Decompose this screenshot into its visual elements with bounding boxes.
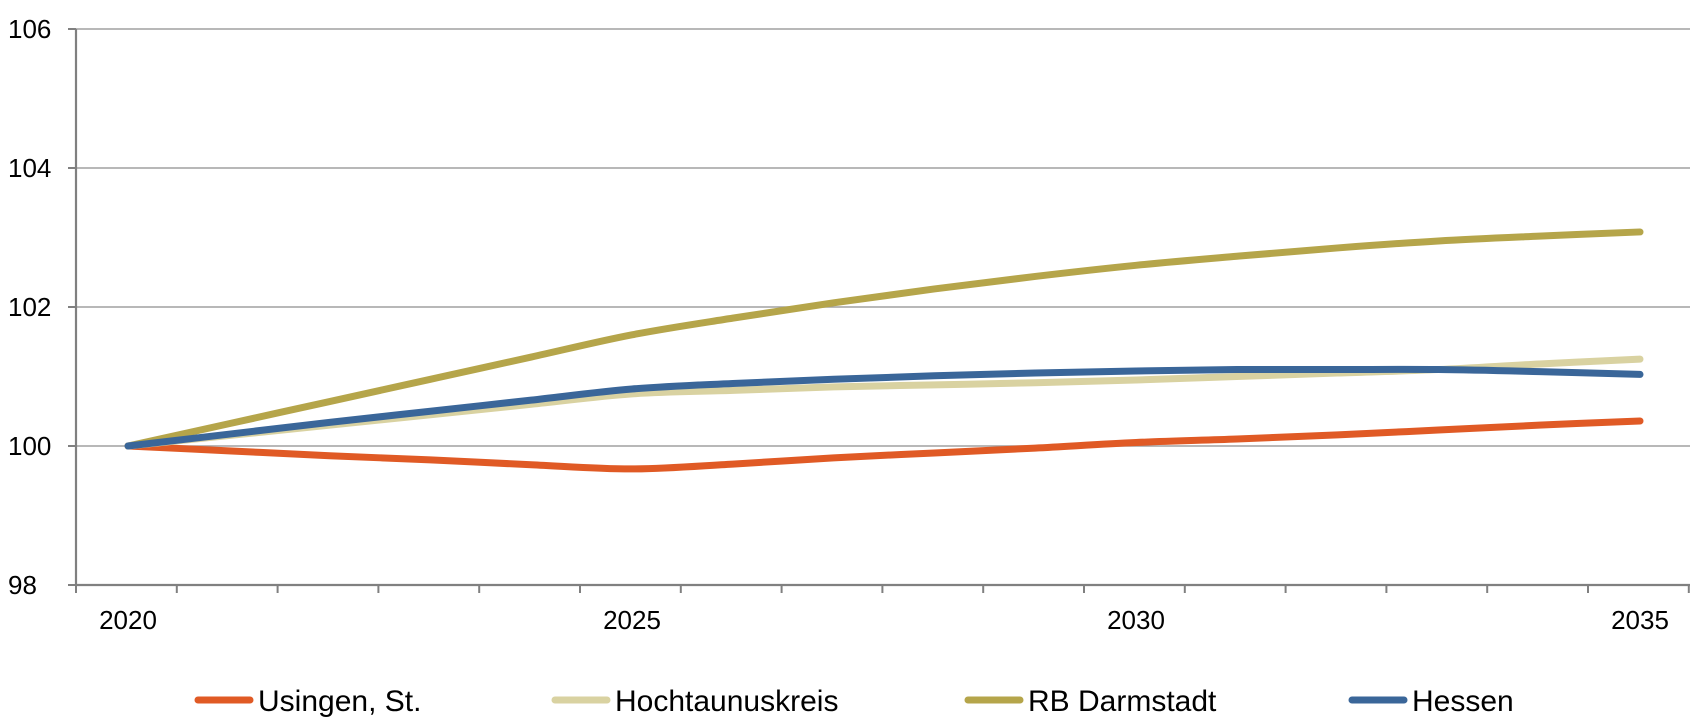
legend-item-hochtaunuskreis: Hochtaunuskreis	[551, 685, 838, 718]
legend-label: RB Darmstadt	[1028, 685, 1217, 718]
series-lines	[124, 228, 1644, 473]
x-tick-label: 2020	[99, 605, 157, 635]
legend-label: Hochtaunuskreis	[615, 685, 838, 718]
y-tick-label: 104	[8, 153, 51, 183]
axes: 98 100 102 104 106 2020 2025 2030 2035	[8, 14, 1690, 635]
x-tick-label: 2025	[603, 605, 661, 635]
legend-label: Usingen, St.	[258, 685, 421, 718]
y-tick-label: 106	[8, 14, 51, 44]
y-tick-label: 102	[8, 292, 51, 322]
series-line-usingen-st	[124, 417, 1644, 473]
series-line-hessen	[124, 365, 1644, 450]
y-tick-label: 98	[8, 570, 37, 600]
legend-item-rb-darmstadt: RB Darmstadt	[964, 685, 1217, 718]
legend-label: Hessen	[1412, 685, 1514, 718]
x-tick-label: 2030	[1107, 605, 1165, 635]
y-tick-label: 100	[8, 431, 51, 461]
legend: Usingen, St. Hochtaunuskreis RB Darmstadt H…	[194, 685, 1514, 718]
series-line-rb-darmstadt	[124, 228, 1644, 450]
legend-item-hessen: Hessen	[1348, 685, 1514, 718]
x-tick-label: 2035	[1611, 605, 1669, 635]
gridlines	[76, 28, 1690, 447]
legend-item-usingen-st: Usingen, St.	[194, 685, 421, 718]
